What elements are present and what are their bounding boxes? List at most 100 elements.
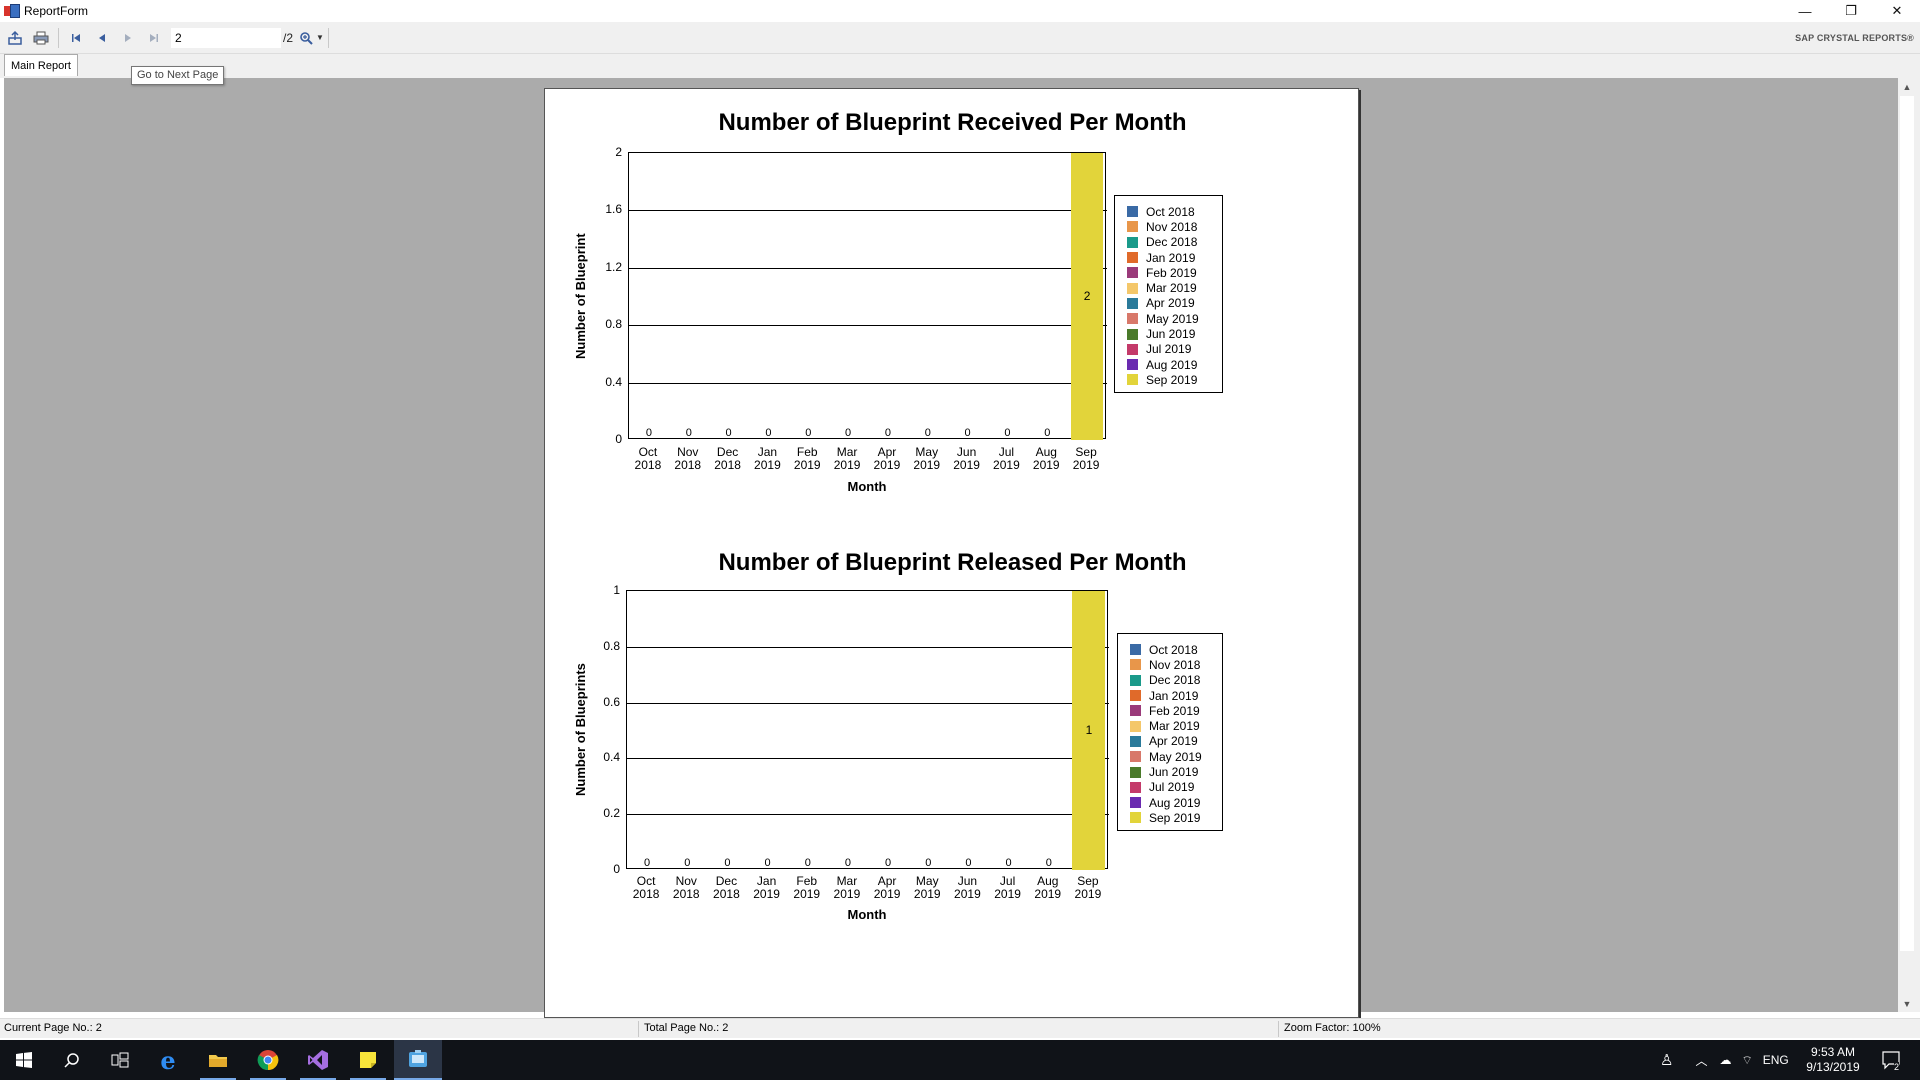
legend-item: Feb 2019 bbox=[1130, 703, 1212, 718]
start-button[interactable] bbox=[0, 1040, 48, 1080]
legend-swatch bbox=[1127, 359, 1138, 371]
clock-time: 9:53 AM bbox=[1810, 1045, 1856, 1059]
file-explorer-button[interactable] bbox=[194, 1040, 242, 1080]
task-view-icon bbox=[111, 1052, 129, 1068]
language-indicator[interactable]: ENG bbox=[1762, 1053, 1789, 1067]
zoom-icon bbox=[300, 31, 313, 45]
x-tick-label: Apr 2019 bbox=[873, 445, 901, 472]
edge-button[interactable]: e bbox=[144, 1040, 192, 1080]
search-button[interactable] bbox=[48, 1040, 96, 1080]
next-page-icon bbox=[125, 33, 131, 42]
scroll-up-arrow[interactable]: ▲ bbox=[1902, 81, 1912, 92]
y-tick-label: 0.2 bbox=[603, 806, 620, 821]
legend-swatch bbox=[1130, 720, 1141, 732]
legend-swatch bbox=[1130, 766, 1141, 778]
x-tick-label: May 2019 bbox=[913, 874, 941, 901]
legend-swatch bbox=[1127, 313, 1138, 325]
page-number-input[interactable] bbox=[171, 27, 281, 48]
legend-item: Jan 2019 bbox=[1127, 250, 1212, 265]
title-bar: ReportForm — ❐ ✕ bbox=[0, 0, 1920, 22]
visual-studio-icon bbox=[308, 1050, 328, 1070]
legend-label: Dec 2018 bbox=[1146, 235, 1198, 250]
released-chart: Number of Blueprint Released Per Month 0 0… bbox=[545, 529, 1360, 959]
legend-label: May 2019 bbox=[1149, 749, 1202, 764]
legend-label: Apr 2019 bbox=[1149, 734, 1198, 749]
export-button[interactable] bbox=[2, 26, 28, 50]
legend-swatch bbox=[1127, 328, 1138, 340]
current-page-status: Current Page No.: 2 bbox=[4, 1022, 102, 1034]
last-page-button[interactable] bbox=[141, 26, 167, 50]
legend-label: Jan 2019 bbox=[1149, 688, 1199, 703]
close-button[interactable]: ✕ bbox=[1891, 3, 1903, 18]
x-tick-label: Jun 2019 bbox=[954, 874, 981, 901]
wifi-icon[interactable]: ⌔ bbox=[1741, 1052, 1753, 1067]
clock[interactable]: 9:53 AM 9/13/2019 bbox=[1798, 1045, 1868, 1075]
scroll-thumb[interactable] bbox=[1900, 96, 1914, 951]
y-tick-label: 0.8 bbox=[603, 638, 620, 653]
task-view-button[interactable] bbox=[96, 1040, 144, 1080]
bar-value-label: 1 bbox=[1085, 722, 1093, 737]
legend-item: Sep 2019 bbox=[1127, 372, 1212, 387]
first-page-button[interactable] bbox=[63, 26, 89, 50]
legend-label: Nov 2018 bbox=[1149, 657, 1201, 672]
bar-value-label: 0 bbox=[844, 857, 851, 869]
next-page-tooltip: Go to Next Page bbox=[131, 66, 225, 85]
people-icon[interactable]: ♙ bbox=[1660, 1052, 1674, 1069]
legend-swatch bbox=[1127, 221, 1138, 233]
bar-value-label: 0 bbox=[925, 857, 932, 869]
window-controls: — ❐ ✕ bbox=[1782, 0, 1920, 22]
legend-label: Sep 2019 bbox=[1146, 372, 1198, 387]
previous-page-button[interactable] bbox=[89, 26, 115, 50]
legend-swatch bbox=[1130, 812, 1141, 824]
legend-item: Jan 2019 bbox=[1130, 688, 1212, 703]
page-total-label: /2 bbox=[283, 30, 294, 45]
bar-value-label: 0 bbox=[805, 427, 812, 439]
next-page-button[interactable] bbox=[115, 26, 141, 50]
onedrive-icon[interactable]: ☁ bbox=[1719, 1053, 1732, 1067]
y-tick-label: 1 bbox=[613, 583, 620, 597]
bar-value-label: 0 bbox=[964, 427, 971, 439]
bar-value-label: 0 bbox=[684, 857, 691, 869]
chrome-icon bbox=[257, 1050, 279, 1071]
print-button[interactable] bbox=[28, 26, 54, 50]
bar-value-label: 0 bbox=[725, 427, 732, 439]
tab-main-report[interactable]: Main Report bbox=[4, 54, 78, 76]
notification-center-button[interactable]: 2 bbox=[1868, 1040, 1916, 1080]
gridline bbox=[629, 210, 1107, 212]
legend-label: Feb 2019 bbox=[1146, 265, 1197, 280]
toolbar-separator bbox=[327, 27, 329, 48]
legend-item: Oct 2018 bbox=[1130, 642, 1212, 657]
legend-item: Oct 2018 bbox=[1127, 204, 1212, 219]
y-axis-label: Number of Blueprints bbox=[573, 663, 588, 796]
edge-icon: e bbox=[160, 1045, 176, 1075]
legend-swatch bbox=[1130, 781, 1141, 793]
minimize-button[interactable]: — bbox=[1798, 3, 1812, 19]
x-tick-label: Jul 2019 bbox=[993, 445, 1020, 472]
legend-swatch bbox=[1127, 267, 1138, 279]
legend-swatch bbox=[1127, 206, 1138, 218]
report-page: Number of Blueprint Received Per Month 0 0… bbox=[544, 88, 1359, 1018]
legend-item: Dec 2018 bbox=[1130, 673, 1212, 688]
zoom-dropdown[interactable]: ▼ bbox=[299, 31, 324, 45]
visual-studio-button[interactable] bbox=[294, 1040, 342, 1080]
x-axis-label: Month bbox=[847, 479, 887, 494]
legend-swatch bbox=[1130, 674, 1141, 686]
bar-value-label: 0 bbox=[1004, 427, 1011, 439]
legend-item: Apr 2019 bbox=[1130, 734, 1212, 749]
legend-item: Nov 2018 bbox=[1127, 219, 1212, 234]
gridline bbox=[629, 267, 1107, 269]
viewer-edge bbox=[1916, 78, 1920, 1012]
x-tick-label: Dec 2018 bbox=[713, 874, 740, 901]
bar bbox=[1070, 153, 1104, 440]
vertical-scrollbar[interactable]: ▲ ▼ bbox=[1898, 78, 1916, 1012]
chevron-up-icon[interactable]: ︿ bbox=[1695, 1053, 1708, 1068]
chrome-button[interactable] bbox=[244, 1040, 292, 1080]
bar-value-label: 0 bbox=[645, 427, 652, 439]
scroll-down-arrow[interactable]: ▼ bbox=[1902, 998, 1912, 1009]
x-tick-label: Aug 2019 bbox=[1032, 445, 1060, 472]
restore-button[interactable]: ❐ bbox=[1845, 3, 1857, 18]
legend-item: Mar 2019 bbox=[1127, 280, 1212, 295]
report-app-button[interactable] bbox=[394, 1040, 442, 1080]
legend-item: Feb 2019 bbox=[1127, 265, 1212, 280]
sticky-notes-button[interactable] bbox=[344, 1040, 392, 1080]
